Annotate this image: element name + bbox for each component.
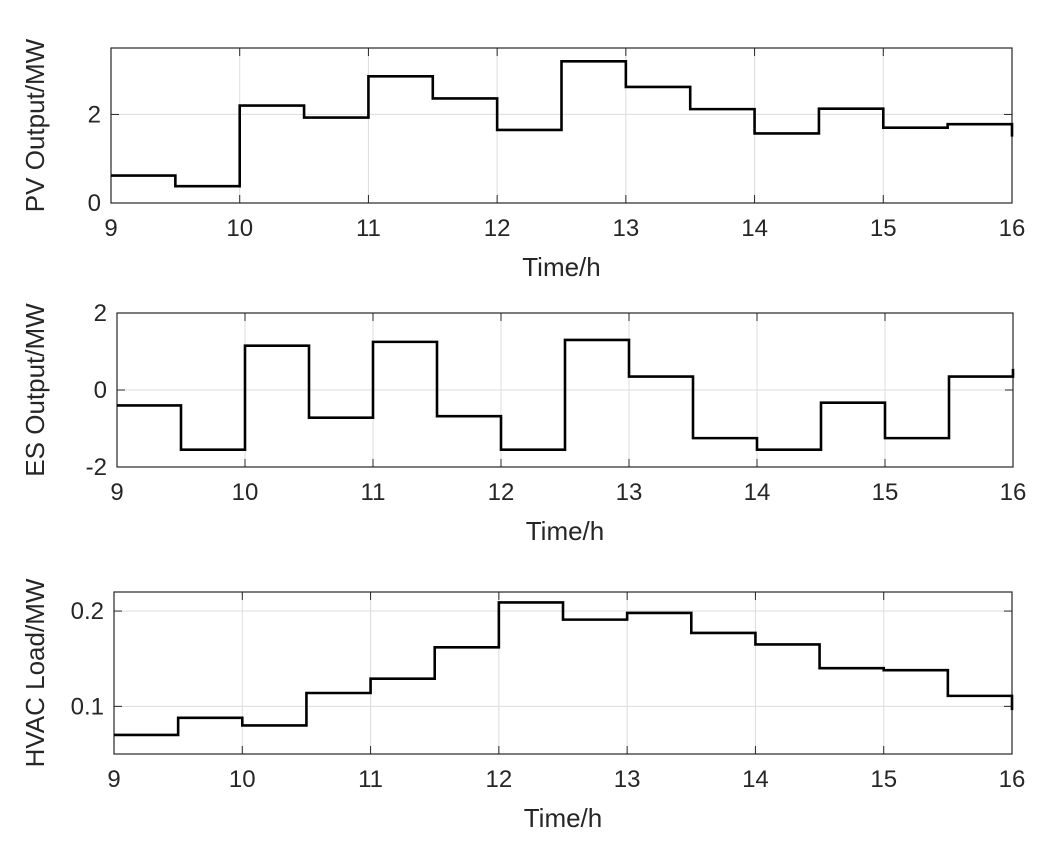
es-output-y-axis-label: ES Output/MW	[20, 303, 50, 477]
pv-output-panel: 9 10 11 12 13 14 15 16 0 2 Time/h PV Output/MW	[20, 38, 1025, 282]
es-output-y-tick-label: -2	[86, 454, 107, 481]
es-output-series-line	[117, 338, 1015, 451]
hvac-load-x-tick-label: 11	[358, 766, 383, 793]
hvac-load-x-tick-label: 9	[107, 766, 120, 793]
es-output-x-tick-label: 12	[488, 479, 515, 506]
es-output-x-axis-label: Time/h	[526, 516, 605, 546]
hvac-load-x-tick-label: 15	[870, 766, 897, 793]
hvac-load-y-tick-label: 0.2	[71, 598, 104, 625]
es-output-x-tick-label: 9	[110, 479, 123, 506]
es-output-y-tick-label: 2	[94, 300, 107, 327]
hvac-load-axes-box	[113, 591, 1013, 755]
pv-output-x-axis-label: Time/h	[522, 252, 601, 282]
hvac-load-x-axis-label: Time/h	[524, 803, 603, 833]
pv-output-x-tick-label: 16	[999, 215, 1026, 242]
hvac-load-panel: 9 10 11 12 13 14 15 16 0.1 0.2 Time/h HVAC Load/M…	[20, 578, 1025, 833]
es-output-x-tick-label: 14	[744, 479, 771, 506]
pv-output-series-line	[111, 59, 1014, 188]
pv-output-x-tick-label: 10	[226, 215, 253, 242]
hvac-load-x-tick-label: 10	[229, 766, 256, 793]
hvac-load-x-tick-label: 13	[614, 766, 641, 793]
es-output-y-tick-label: 0	[94, 377, 107, 404]
hvac-load-x-tick-label: 12	[486, 766, 513, 793]
pv-output-y-axis-label: PV Output/MW	[20, 38, 50, 212]
es-output-x-tick-label: 11	[361, 479, 386, 506]
pv-output-x-tick-label: 14	[741, 215, 768, 242]
hvac-load-x-tick-label: 16	[999, 766, 1026, 793]
es-output-x-tick-label: 13	[616, 479, 643, 506]
es-output-ticks: 9 10 11 12 13 14 15 16 -2 0 2	[86, 300, 1027, 506]
es-output-x-tick-label: 16	[1000, 479, 1027, 506]
pv-output-x-tick-label: 12	[484, 215, 511, 242]
pv-output-x-tick-label: 11	[356, 215, 381, 242]
pv-output-x-tick-label: 9	[104, 215, 117, 242]
hvac-load-grid	[114, 592, 1012, 754]
hvac-load-y-tick-label: 0.1	[71, 693, 104, 720]
pv-output-y-tick-label: 2	[88, 101, 101, 128]
hvac-load-series-line	[114, 601, 1014, 737]
es-output-x-tick-label: 15	[872, 479, 899, 506]
pv-output-y-tick-label: 0	[88, 190, 101, 217]
es-output-panel: 9 10 11 12 13 14 15 16 -2 0 2 Time/h ES Output/MW	[20, 300, 1026, 546]
es-output-x-tick-label: 10	[232, 479, 259, 506]
pv-output-x-tick-label: 13	[613, 215, 640, 242]
hvac-load-y-axis-label: HVAC Load/MW	[20, 578, 50, 767]
hvac-load-x-tick-label: 14	[742, 766, 769, 793]
pv-output-ticks: 9 10 11 12 13 14 15 16 0 2	[88, 48, 1026, 242]
hvac-load-ticks: 9 10 11 12 13 14 15 16 0.1 0.2	[71, 592, 1026, 793]
pv-output-x-tick-label: 15	[870, 215, 897, 242]
